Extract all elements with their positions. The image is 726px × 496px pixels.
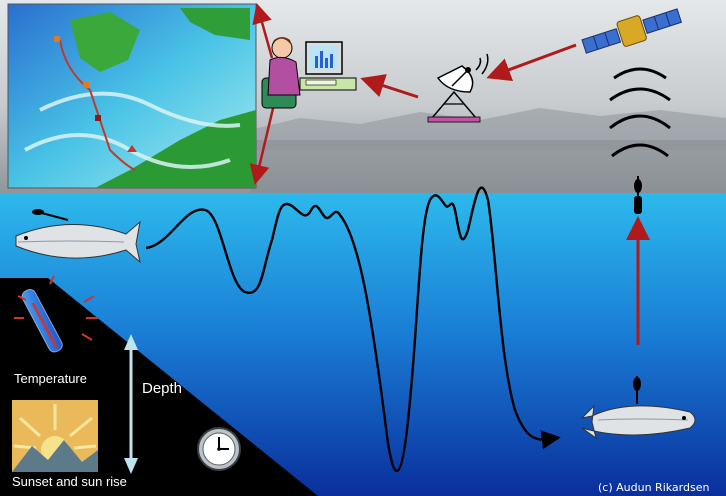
map-land-north xyxy=(180,8,250,40)
map-inset xyxy=(7,3,257,189)
surface-tag-icon xyxy=(634,176,642,214)
arrow-to-map-bottom xyxy=(249,99,277,185)
map-marker-river xyxy=(127,145,137,152)
sunset-label: Sunset and sun rise xyxy=(12,474,127,489)
depth-label: Depth xyxy=(142,380,183,397)
clock-icon xyxy=(197,427,241,471)
credit-text: (c) Audun Rikardsen xyxy=(598,481,710,494)
map-marker-mid xyxy=(83,82,89,88)
satellite-dish-icon xyxy=(427,53,489,123)
arrow-to-map-top xyxy=(252,3,274,59)
map-land-scandinavia xyxy=(95,110,256,188)
map-current-arrow-2 xyxy=(39,91,241,128)
fish-icon-left xyxy=(15,209,141,264)
sunrise-icon xyxy=(12,400,98,472)
satellite-icon xyxy=(581,8,683,54)
distant-mountains xyxy=(250,108,726,150)
fish-icon-right xyxy=(580,376,696,440)
dive-depth-profile xyxy=(145,186,561,472)
map-marker-start xyxy=(54,36,60,42)
temperature-label: Temperature xyxy=(14,371,87,386)
sea-surface xyxy=(250,140,726,193)
depth-arrow-icon xyxy=(124,334,138,474)
person-at-computer-icon xyxy=(261,37,357,109)
map-land-svalbard xyxy=(70,12,140,72)
arrow-satellite-to-dish xyxy=(486,43,577,82)
map-marker-release xyxy=(95,115,101,121)
signal-waves xyxy=(609,67,671,158)
thermometer-icon xyxy=(14,275,98,353)
arrow-dish-to-computer xyxy=(360,74,419,99)
